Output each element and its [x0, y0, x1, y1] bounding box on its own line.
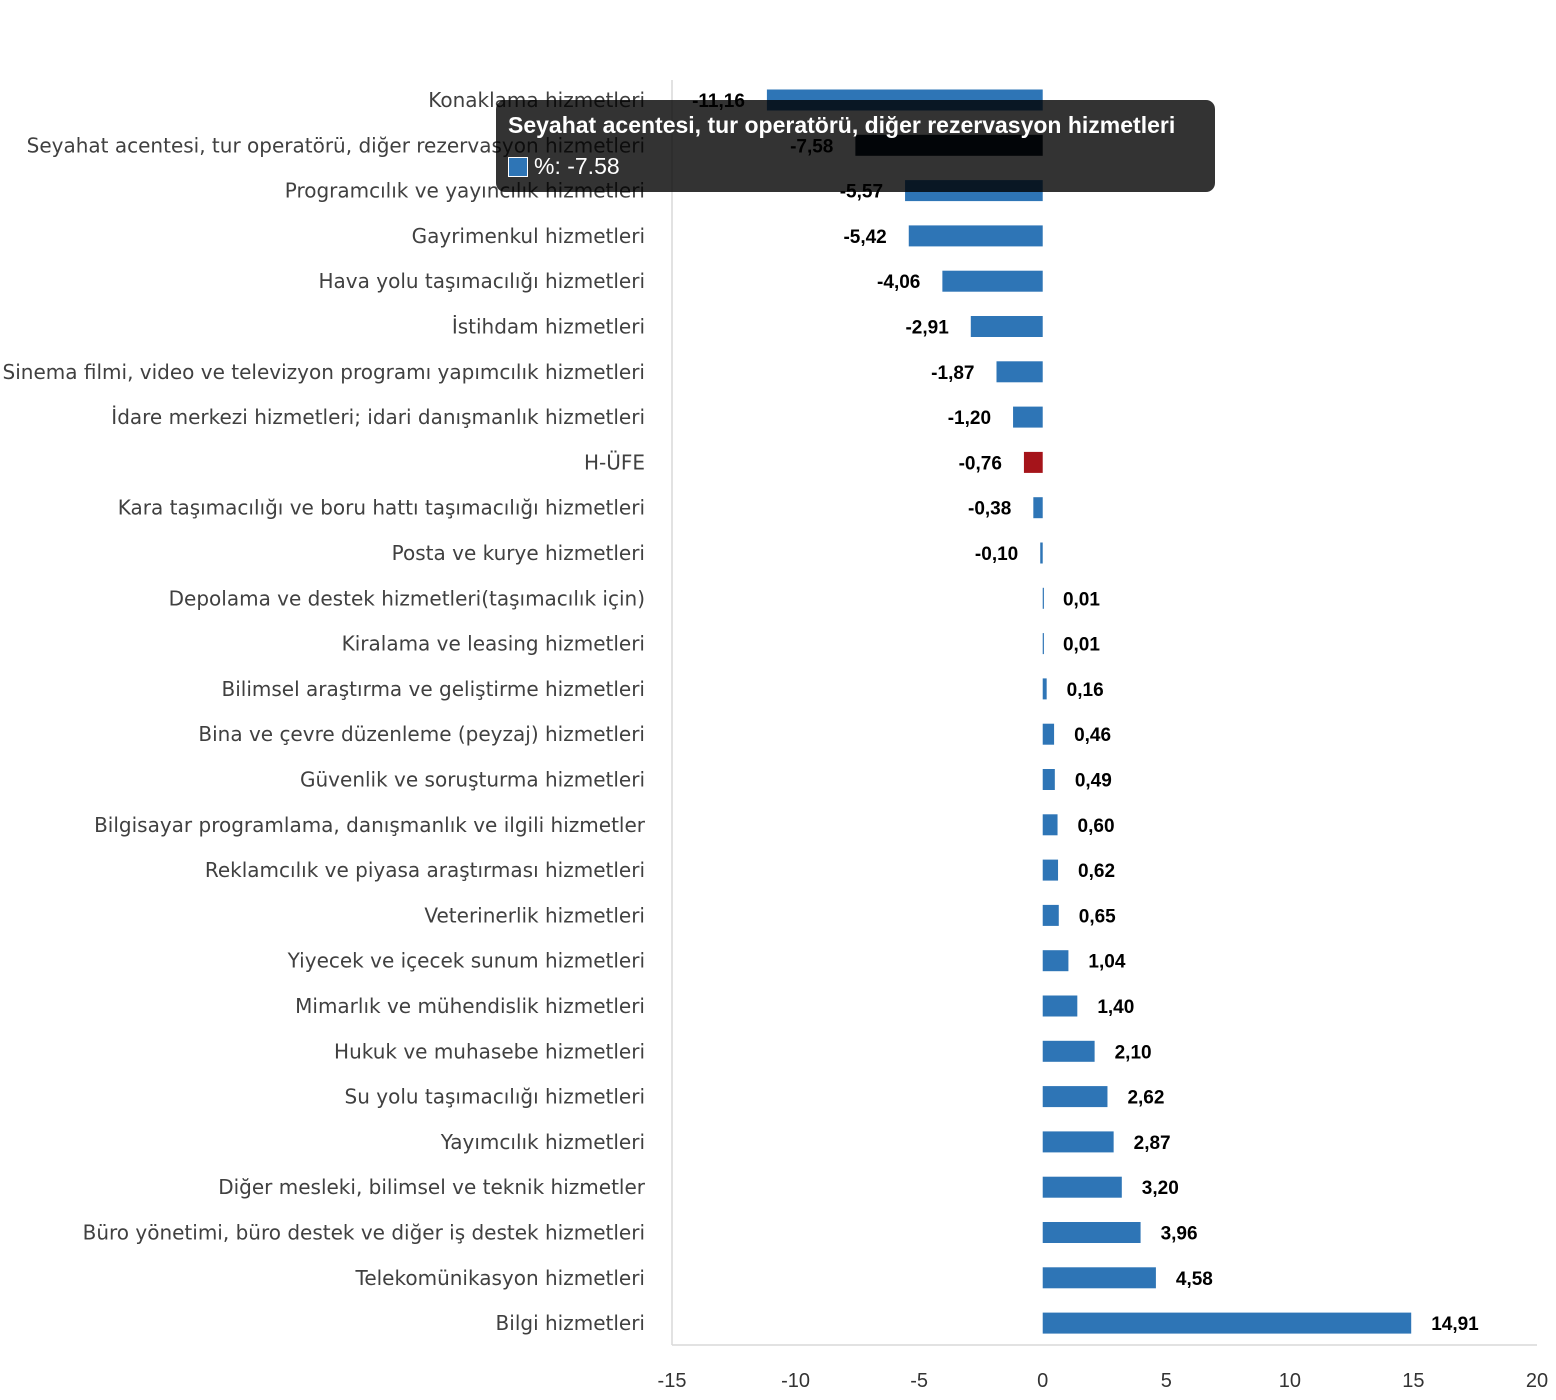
bars [766, 89, 1412, 1334]
bar[interactable] [1040, 542, 1043, 564]
data-label: 0,60 [1078, 816, 1115, 837]
data-label: -2,91 [905, 318, 949, 339]
x-tick-label: -15 [658, 1370, 687, 1392]
data-label: 0,65 [1079, 906, 1116, 927]
x-tick-label: 5 [1161, 1370, 1172, 1392]
data-label: -0,76 [959, 453, 1002, 474]
data-label: 3,96 [1161, 1224, 1198, 1245]
category-label: Bilgisayar programlama, danışmanlık ve i… [94, 813, 646, 837]
x-tick-label: -5 [910, 1370, 928, 1392]
bar[interactable] [1042, 1086, 1108, 1108]
category-label: Gayrimenkul hizmetleri [412, 224, 645, 248]
data-label: 14,91 [1431, 1314, 1479, 1335]
bar[interactable] [1042, 1312, 1412, 1334]
bar[interactable] [1042, 1267, 1156, 1289]
category-label: Yayımcılık hizmetleri [440, 1130, 645, 1154]
bar[interactable] [1042, 587, 1044, 609]
data-label: -0,10 [975, 544, 1018, 565]
category-label: Hukuk ve muhasebe hizmetleri [334, 1039, 645, 1063]
category-label: Bina ve çevre düzenleme (peyzaj) hizmetl… [198, 722, 645, 746]
data-label: 2,87 [1134, 1133, 1171, 1154]
bar[interactable] [1042, 814, 1058, 836]
tooltip-title: Seyahat acentesi, tur operatörü, diğer r… [508, 112, 1176, 138]
data-label: 0,46 [1074, 725, 1111, 746]
bar[interactable] [908, 225, 1043, 247]
data-label: 0,01 [1063, 635, 1100, 656]
category-label: H-ÜFE [584, 450, 645, 474]
tooltip: Seyahat acentesi, tur operatörü, diğer r… [496, 100, 1215, 192]
data-label: 2,62 [1127, 1088, 1164, 1109]
category-label: Hava yolu taşımacılığı hizmetleri [319, 269, 646, 293]
category-label: İstihdam hizmetleri [452, 315, 645, 339]
data-label: -0,38 [968, 499, 1011, 520]
category-label: Kara taşımacılığı ve boru hattı taşımacı… [118, 496, 645, 520]
category-label: Reklamcılık ve piyasa araştırması hizmet… [205, 858, 645, 882]
bar[interactable] [970, 316, 1043, 337]
tooltip-swatch-icon [508, 156, 528, 177]
data-label: -1,20 [948, 408, 991, 429]
bar[interactable] [1042, 859, 1059, 881]
data-label: 4,58 [1176, 1269, 1213, 1290]
bar[interactable] [1042, 904, 1059, 926]
category-label: Bilimsel araştırma ve geliştirme hizmetl… [222, 677, 645, 701]
x-tick-label: 0 [1037, 1370, 1048, 1392]
bar[interactable] [1042, 995, 1078, 1017]
category-label: Büro yönetimi, büro destek ve diğer iş d… [83, 1221, 645, 1245]
category-label: Mimarlık ve mühendislik hizmetleri [295, 994, 645, 1018]
category-label: Kiralama ve leasing hizmetleri [342, 632, 645, 656]
data-label: -1,87 [931, 363, 974, 384]
x-tick-label: -10 [781, 1370, 810, 1392]
tooltip-value: %: -7.58 [534, 153, 620, 179]
data-label: 3,20 [1142, 1178, 1179, 1199]
category-label: Güvenlik ve soruşturma hizmetleri [300, 768, 645, 792]
data-label: 0,62 [1078, 861, 1115, 882]
bar[interactable] [1042, 633, 1044, 655]
data-label: 1,04 [1088, 952, 1125, 973]
tooltip-row: %: -7.58 [508, 153, 1203, 180]
bar[interactable] [1042, 1222, 1141, 1243]
data-label: 1,40 [1097, 997, 1134, 1018]
category-label: Posta ve kurye hizmetleri [392, 541, 645, 565]
bar[interactable] [1042, 950, 1069, 972]
bar[interactable] [1013, 406, 1043, 428]
data-label: 0,49 [1075, 771, 1112, 792]
bar[interactable] [1042, 678, 1047, 700]
data-label: 0,16 [1067, 680, 1104, 701]
x-tick-label: 15 [1402, 1370, 1424, 1392]
category-label: Su yolu taşımacılığı hizmetleri [345, 1085, 645, 1109]
data-label: 2,10 [1115, 1042, 1152, 1063]
bar[interactable] [1023, 451, 1043, 473]
bar[interactable] [1042, 723, 1055, 745]
category-label: Diğer mesleki, bilimsel ve teknik hizmet… [218, 1175, 646, 1199]
category-label: İdare merkezi hizmetleri; idari danışman… [111, 405, 645, 429]
bar[interactable] [1042, 1176, 1122, 1198]
x-tick-label: 10 [1279, 1370, 1301, 1392]
x-tick-label: 20 [1526, 1370, 1548, 1392]
bar[interactable] [942, 270, 1043, 292]
category-label: Veterinerlik hizmetleri [424, 903, 645, 927]
category-label: Depolama ve destek hizmetleri(taşımacılı… [169, 586, 645, 610]
category-label: Yiyecek ve içecek sunum hizmetleri [287, 949, 645, 973]
data-label: -4,06 [877, 272, 920, 293]
bar[interactable] [1042, 769, 1055, 790]
bar[interactable] [1042, 1040, 1095, 1062]
axes: -15 -10 -5 0 5 10 15 20 [658, 80, 1548, 1392]
data-label: -5,42 [843, 227, 886, 248]
category-label: Sinema filmi, video ve televizyon progra… [3, 360, 645, 384]
bar[interactable] [1042, 1131, 1114, 1153]
bar[interactable] [1033, 497, 1043, 519]
category-label: Bilgi hizmetleri [496, 1311, 645, 1335]
category-label: Telekomünikasyon hizmetleri [355, 1266, 646, 1290]
data-label: 0,01 [1063, 589, 1100, 610]
labels: Konaklama hizmetleri-11,16Seyahat acente… [3, 88, 1480, 1335]
bar[interactable] [996, 361, 1043, 383]
